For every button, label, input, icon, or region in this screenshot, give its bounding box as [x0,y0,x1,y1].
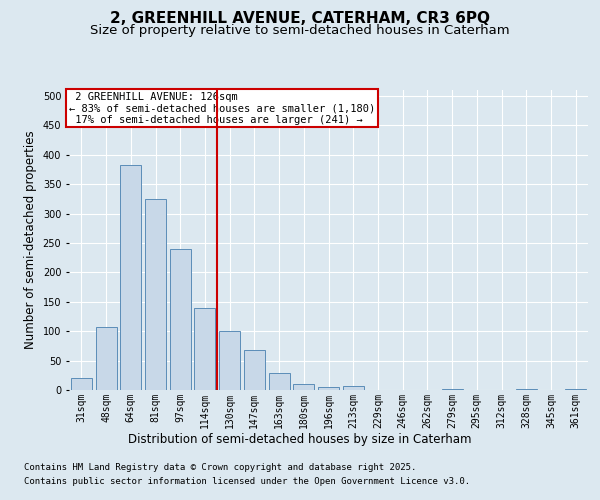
Bar [516,389,537,390]
Bar [71,378,92,390]
Bar [269,373,290,390]
Text: 2 GREENHILL AVENUE: 126sqm
← 83% of semi-detached houses are smaller (1,180)
 17: 2 GREENHILL AVENUE: 126sqm ← 83% of semi… [69,92,375,124]
Bar [95,327,116,390]
Text: Contains public sector information licensed under the Open Government Licence v3: Contains public sector information licen… [24,478,470,486]
Bar [219,331,240,390]
Bar [170,249,191,390]
Text: Distribution of semi-detached houses by size in Caterham: Distribution of semi-detached houses by … [128,432,472,446]
Bar [318,387,339,390]
Bar [194,308,215,390]
Bar [244,350,265,390]
Bar [565,389,586,390]
Text: Size of property relative to semi-detached houses in Caterham: Size of property relative to semi-detach… [90,24,510,37]
Bar [442,389,463,390]
Text: 2, GREENHILL AVENUE, CATERHAM, CR3 6PQ: 2, GREENHILL AVENUE, CATERHAM, CR3 6PQ [110,11,490,26]
Bar [120,164,141,390]
Bar [343,386,364,390]
Bar [293,384,314,390]
Text: Contains HM Land Registry data © Crown copyright and database right 2025.: Contains HM Land Registry data © Crown c… [24,462,416,471]
Y-axis label: Number of semi-detached properties: Number of semi-detached properties [24,130,37,350]
Bar [145,199,166,390]
